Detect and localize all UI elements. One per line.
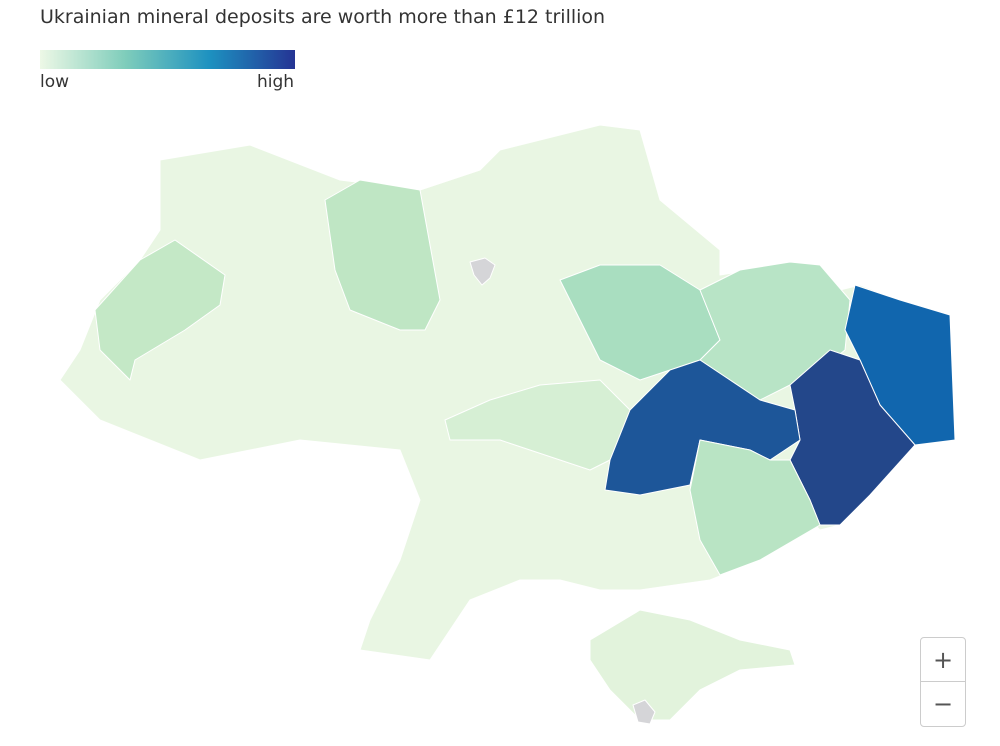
region [689,439,821,576]
zoom-control: + − [920,637,966,727]
no-data-area [469,257,496,286]
region [324,179,441,331]
region [94,239,226,381]
title: Ukrainian mineral deposits are worth mor… [40,6,606,28]
no-data-area [632,699,656,725]
legend-gradient [40,50,295,69]
zoom-out[interactable]: − [921,681,965,725]
legend-low-label: low [40,72,70,92]
zoom-in[interactable]: + [932,645,954,674]
legend-high-label: high [257,72,295,92]
crimea [589,609,796,721]
